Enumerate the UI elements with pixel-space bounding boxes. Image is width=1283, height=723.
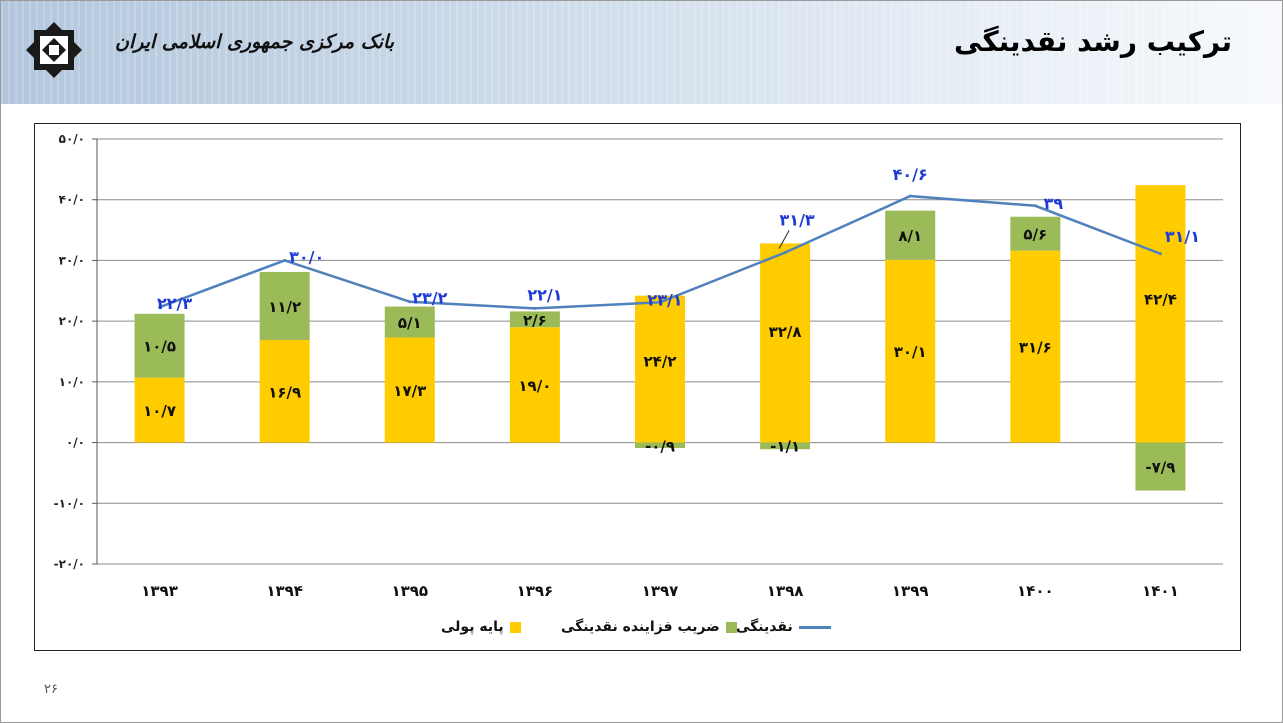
liquidity-label: ۲۳/۲	[412, 289, 447, 308]
bar-monetary-base	[760, 243, 811, 443]
bar-multiplier	[509, 311, 560, 328]
bar-label-monetary-base: ۱۹/۰	[518, 377, 551, 395]
liquidity-point	[783, 251, 787, 255]
bar-label-multiplier: ۵/۱	[398, 314, 422, 332]
bank-logo-icon	[26, 22, 82, 78]
x-tick-label: ۱۳۹۶	[517, 582, 554, 600]
liquidity-point	[408, 300, 412, 304]
x-tick-label: ۱۳۹۴	[266, 582, 303, 600]
bar-monetary-base	[1010, 250, 1061, 443]
bar-label-multiplier: ۲/۶	[523, 311, 547, 329]
bar-label-multiplier: ۵/۶	[1023, 226, 1047, 244]
liquidity-label: ۲۲/۱	[527, 285, 562, 304]
chart-legend: نقدینگی ضریب فزاینده نقدینگی پایه پولی	[1, 619, 1282, 639]
liquidity-label: ۳۱/۱	[1165, 227, 1200, 246]
bank-name: بانک مرکزی جمهوری اسلامی ایران	[115, 31, 395, 53]
bar-label-monetary-base: ۱۶/۹	[268, 383, 301, 401]
bar-label-monetary-base: ۲۴/۲	[644, 352, 677, 370]
x-tick-label: ۱۳۹۵	[391, 582, 428, 600]
liquidity-label: ۳۰/۰	[289, 247, 324, 266]
bar-monetary-base	[509, 327, 560, 443]
bar-multiplier	[635, 442, 685, 449]
y-tick-label: ۵۰/۰	[59, 132, 85, 146]
y-tick-label: ۲۰/۰	[59, 314, 85, 328]
bar-label-monetary-base: ۳۱/۶	[1019, 339, 1052, 357]
liquidity-label: ۲۲/۳	[157, 294, 192, 313]
x-tick-label: ۱۳۹۳	[141, 582, 178, 600]
x-tick-label: ۱۴۰۱	[1142, 582, 1179, 600]
liquidity-point	[908, 194, 912, 198]
x-tick-label: ۱۳۹۷	[642, 582, 679, 600]
bar-monetary-base	[885, 259, 936, 443]
label-leader-line	[778, 230, 790, 249]
y-tick-label: -۲۰/۰	[54, 557, 85, 571]
bar-label-multiplier: -۷/۹	[1145, 459, 1175, 477]
bar-monetary-base	[134, 377, 185, 443]
bar-label-multiplier: ۸/۱	[898, 227, 922, 245]
y-tick-label: ۳۰/۰	[59, 253, 85, 267]
bar-multiplier	[384, 306, 435, 338]
legend-item-multiplier: ضریب فزاینده نقدینگی	[561, 619, 737, 635]
page-title: ترکیب رشد نقدینگی	[953, 25, 1232, 58]
bar-monetary-base	[635, 295, 685, 443]
legend-line-swatch	[798, 625, 831, 629]
liquidity-point	[533, 306, 537, 310]
bar-label-multiplier: -۱/۱	[770, 438, 800, 456]
liquidity-label: ۳۱/۳	[780, 211, 815, 230]
legend-item-monetary-base: پایه پولی	[441, 619, 521, 635]
bar-multiplier	[885, 210, 936, 260]
bar-monetary-base	[1135, 185, 1186, 443]
legend-label-liquidity: نقدینگی	[736, 619, 793, 635]
x-tick-label: ۱۴۰۰	[1017, 582, 1054, 600]
bar-multiplier	[1010, 216, 1061, 251]
liquidity-point	[658, 300, 662, 304]
legend-item-liquidity: نقدینگی	[736, 619, 831, 635]
bar-multiplier	[760, 442, 811, 450]
legend-green-swatch	[725, 621, 737, 633]
bar-label-monetary-base: ۳۰/۱	[894, 343, 927, 361]
y-tick-label: -۱۰/۰	[54, 496, 85, 510]
bar-label-monetary-base: ۴۲/۴	[1144, 290, 1177, 308]
legend-label-monetary-base: پایه پولی	[441, 619, 504, 635]
bar-label-monetary-base: ۱۷/۳	[393, 382, 426, 400]
x-tick-label: ۱۳۹۸	[767, 582, 804, 600]
y-tick-label: ۱۰/۰	[59, 375, 85, 389]
liquidity-label: ۳۹	[1044, 194, 1064, 213]
bar-label-multiplier: ۱۱/۲	[268, 298, 301, 316]
y-tick-label: ۴۰/۰	[59, 193, 85, 207]
bar-label-multiplier: -۰/۹	[645, 438, 675, 456]
bar-label-monetary-base: ۱۰/۷	[143, 402, 176, 420]
liquidity-point	[158, 305, 162, 309]
bar-multiplier	[134, 313, 185, 378]
bar-monetary-base	[384, 337, 435, 443]
bar-label-monetary-base: ۳۲/۸	[769, 323, 802, 341]
bar-label-multiplier: ۱۰/۵	[143, 338, 176, 356]
liquidity-point	[1033, 204, 1037, 208]
x-tick-label: ۱۳۹۹	[892, 582, 929, 600]
legend-yellow-swatch	[509, 621, 521, 633]
bar-monetary-base	[259, 339, 310, 443]
liquidity-label: ۲۳/۱	[647, 290, 682, 309]
liquidity-label: ۴۰/۶	[893, 165, 928, 184]
page-number: ۲۶	[44, 682, 58, 697]
bar-multiplier	[1135, 442, 1186, 491]
header-banner	[1, 1, 1282, 104]
liquidity-point	[1158, 252, 1162, 256]
bar-multiplier	[259, 271, 310, 340]
y-tick-label: ۰/۰	[66, 436, 85, 450]
legend-label-multiplier: ضریب فزاینده نقدینگی	[561, 619, 720, 635]
liquidity-point	[283, 258, 287, 262]
